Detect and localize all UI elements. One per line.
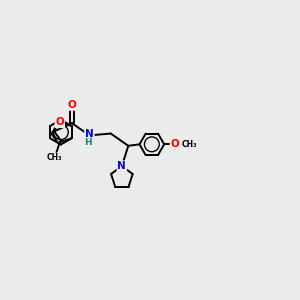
Text: N: N (85, 129, 94, 139)
Text: CH₃: CH₃ (47, 153, 62, 162)
Text: H: H (84, 138, 92, 147)
Text: O: O (170, 139, 179, 149)
Text: CH₃: CH₃ (182, 140, 197, 149)
Text: N: N (118, 161, 126, 171)
Text: O: O (68, 100, 76, 110)
Text: O: O (56, 117, 64, 127)
